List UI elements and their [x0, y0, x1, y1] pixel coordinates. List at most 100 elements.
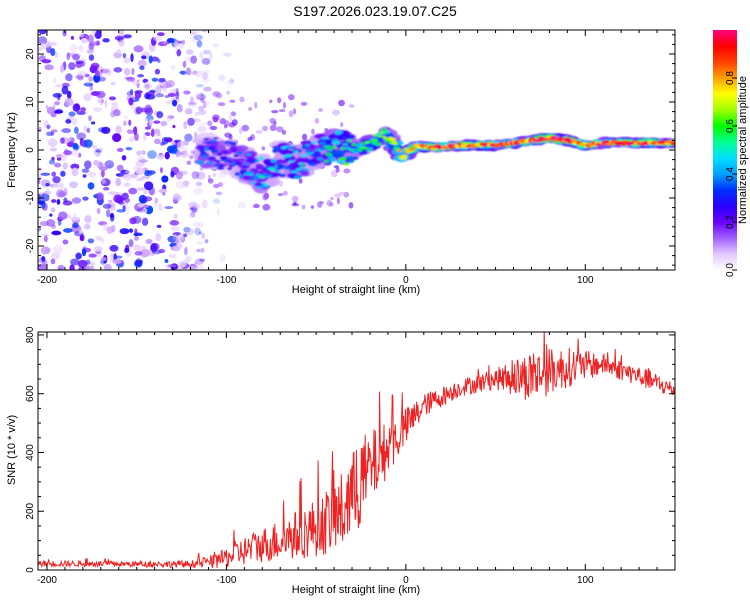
spectrogram-y-ticks: -20 -10 0 10 20 [25, 34, 675, 266]
noise-blob [123, 34, 132, 39]
noise-blob [293, 201, 297, 206]
ridge-blob [226, 166, 233, 171]
noise-blob [227, 79, 235, 85]
noise-blob [182, 60, 187, 68]
noise-blob [162, 83, 168, 93]
noise-blob [87, 182, 95, 190]
noise-blob [40, 172, 51, 176]
noise-blob [72, 103, 81, 112]
noise-blob [61, 128, 72, 134]
noise-blob [170, 171, 175, 178]
noise-blob [62, 162, 68, 170]
noise-blob [131, 67, 135, 76]
noise-blob [78, 44, 84, 53]
noise-blob [60, 64, 64, 74]
colorbar-tick-label: 0.2 [725, 215, 736, 229]
noise-blob [145, 238, 153, 245]
noise-blob [100, 237, 105, 244]
noise-blob [101, 178, 106, 184]
snr-panel: -200 -100 0 100 0 200 400 600 800 Height of str… [6, 326, 676, 596]
noise-blob [277, 97, 282, 104]
noise-blob [212, 91, 220, 97]
noise-blob [51, 230, 62, 236]
noise-blob [150, 243, 158, 252]
noise-blob [208, 52, 214, 61]
noise-blob [300, 101, 308, 106]
noise-blob [165, 137, 173, 143]
colorbar-tick-label: 0.8 [725, 71, 736, 85]
ridge-blob [274, 169, 281, 173]
noise-blob [56, 199, 61, 205]
snr-y-axis-title: SNR (10 * v/v) [6, 415, 18, 485]
noise-blob [40, 201, 46, 209]
noise-blob [83, 82, 94, 87]
noise-blob [38, 36, 48, 45]
noise-blob [158, 248, 166, 254]
noise-blob [262, 125, 269, 132]
noise-blob [52, 92, 63, 98]
noise-blob [230, 111, 237, 117]
ridge-blob [257, 156, 265, 161]
noise-blob [203, 86, 212, 92]
noise-blob [38, 47, 42, 52]
noise-blob [190, 31, 197, 36]
ridge-blob [228, 160, 234, 163]
noise-blob [144, 107, 154, 116]
noise-blob [277, 193, 284, 197]
noise-blob [159, 167, 163, 174]
noise-blob [38, 30, 47, 35]
noise-blob [93, 74, 101, 83]
noise-blob [172, 99, 178, 107]
noise-blob [68, 62, 76, 71]
noise-blob [56, 189, 65, 198]
noise-blob [51, 156, 55, 161]
noise-blob [216, 170, 223, 179]
ridge-blob [255, 185, 264, 189]
noise-blob [175, 87, 179, 97]
noise-blob [60, 170, 66, 177]
noise-blob [196, 240, 204, 245]
noise-blob [71, 167, 79, 177]
noise-blob [184, 246, 188, 256]
noise-blob [98, 221, 108, 226]
noise-blob [60, 137, 65, 144]
noise-blob [330, 196, 334, 201]
colorbar: 0.0 0.2 0.4 0.6 0.8 Normalized spectral ampl… [713, 30, 749, 277]
ridge-blob [374, 142, 382, 146]
noise-blob [76, 132, 87, 141]
noise-blob [115, 255, 123, 259]
ridge-blob [230, 141, 237, 146]
noise-blob [171, 245, 181, 252]
noise-blob [46, 131, 53, 137]
noise-blob [203, 100, 210, 108]
noise-blob [174, 40, 179, 50]
noise-blob [180, 70, 187, 76]
ridge-blob [309, 162, 316, 167]
noise-blob [187, 213, 197, 219]
noise-blob [262, 193, 269, 201]
noise-blob [153, 36, 163, 42]
noise-blob [134, 259, 143, 268]
noise-blob [148, 55, 153, 64]
noise-blob [147, 170, 156, 175]
snr-y-tick-label: 600 [25, 385, 36, 402]
colorbar-bar [713, 30, 737, 270]
noise-blob [179, 70, 186, 75]
noise-blob [158, 203, 163, 212]
noise-blob [128, 187, 138, 195]
noise-blob [110, 81, 116, 86]
ridge-blob [332, 140, 341, 145]
noise-blob [80, 37, 88, 44]
noise-blob [157, 58, 161, 64]
noise-blob [147, 150, 157, 159]
noise-blob [68, 111, 76, 117]
ridge-blob [346, 138, 352, 143]
noise-blob [121, 154, 127, 161]
noise-blob [225, 132, 230, 138]
noise-blob [66, 90, 72, 100]
noise-blob [41, 59, 52, 64]
noise-blob [138, 159, 148, 163]
noise-blob [87, 34, 94, 43]
noise-blob [154, 197, 159, 204]
noise-blob [170, 246, 175, 251]
